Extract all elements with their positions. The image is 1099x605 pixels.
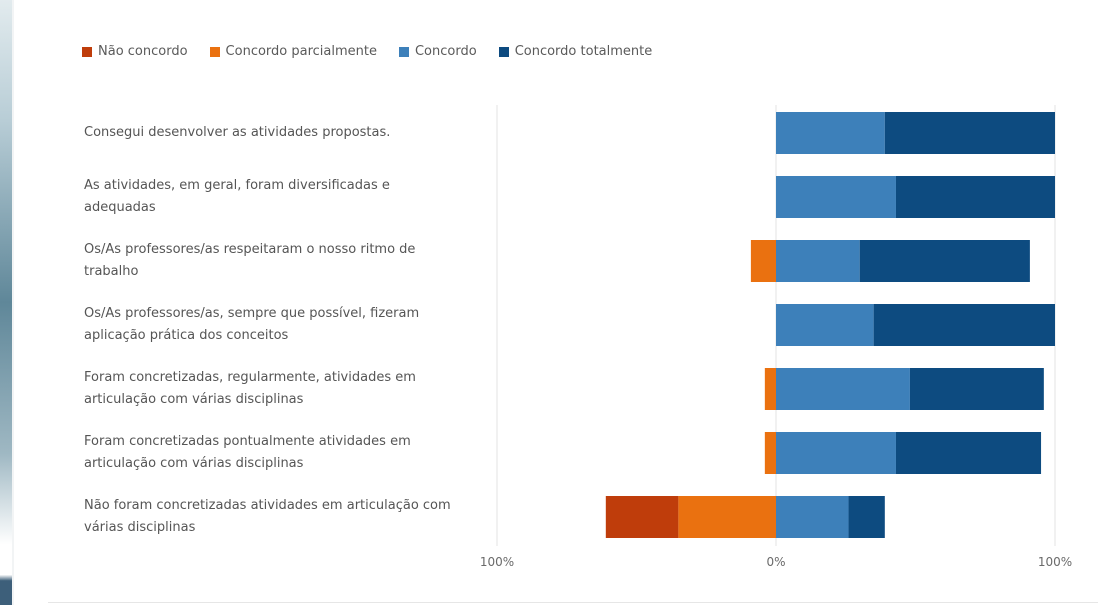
legend-label: Concordo parcialmente: [225, 44, 377, 59]
bar-segment: [776, 176, 896, 218]
bar-segment: [895, 432, 1042, 474]
bar-segment: [750, 240, 776, 282]
category-label: Os/As professores/as respeitaram o nosso…: [84, 242, 416, 279]
legend-label: Concordo totalmente: [514, 44, 653, 59]
category-label: As atividades, em geral, foram diversifi…: [84, 178, 390, 215]
bar-segment: [848, 496, 885, 538]
legend-swatch: [398, 46, 409, 57]
bars: [605, 112, 1055, 538]
left-edge-strip: [0, 0, 12, 605]
bar-segment: [764, 432, 776, 474]
category-label: Os/As professores/as, sempre que possíve…: [84, 306, 420, 343]
bar-segment: [859, 240, 1030, 282]
bar-segment: [776, 496, 849, 538]
bar-segment: [895, 176, 1055, 218]
bar-segment: [605, 496, 679, 538]
bar-segment: [776, 304, 874, 346]
legend-item-concordo: Concordo: [398, 44, 477, 59]
category-label: Não foram concretizadas atividades em ar…: [84, 498, 451, 535]
chart-legend: Não concordo Concordo parcialmente Conco…: [82, 44, 674, 59]
bar-segment: [776, 368, 910, 410]
footer-divider: [48, 602, 1098, 603]
bar-segment: [776, 240, 860, 282]
category-label: Foram concretizadas pontualmente ativida…: [84, 434, 411, 471]
legend-item-concordo-totalmente: Concordo totalmente: [498, 44, 653, 59]
legend-swatch: [498, 46, 509, 57]
bar-segment: [776, 112, 885, 154]
bar-segment: [873, 304, 1055, 346]
legend-label: Concordo: [414, 44, 477, 59]
category-label: Consegui desenvolver as atividades propo…: [84, 125, 391, 140]
legend-swatch: [82, 46, 92, 57]
bar-segment: [678, 496, 776, 538]
x-tick-label: 100%: [480, 555, 514, 569]
legend-label: Não concordo: [98, 44, 188, 59]
bar-segment: [764, 368, 776, 410]
bar-segment: [776, 432, 896, 474]
category-label: Foram concretizadas, regularmente, ativi…: [84, 370, 416, 407]
x-axis-ticks: 100% 0% 100%: [480, 555, 1072, 569]
legend-item-nao-concordo: Não concordo: [82, 44, 188, 59]
bar-segment: [884, 112, 1055, 154]
x-tick-label: 0%: [766, 555, 785, 569]
legend-item-concordo-parcialmente: Concordo parcialmente: [209, 44, 377, 59]
x-tick-label: 100%: [1038, 555, 1072, 569]
legend-swatch: [209, 46, 220, 57]
bar-segment: [909, 368, 1044, 410]
left-edge-divider: [12, 0, 14, 605]
